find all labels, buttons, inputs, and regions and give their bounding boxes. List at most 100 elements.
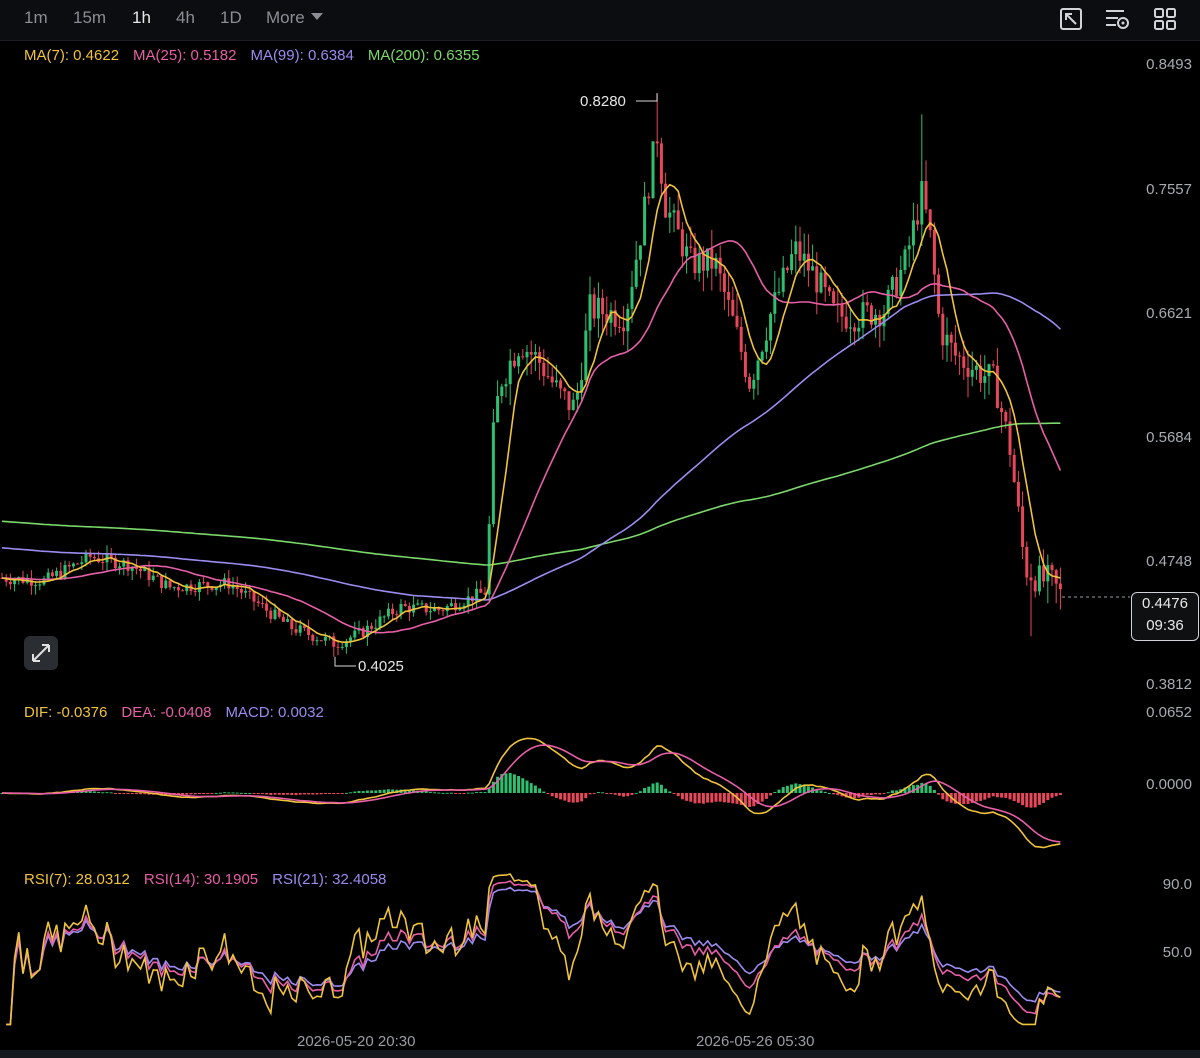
macd-histogram-bar xyxy=(147,793,151,795)
candle-body xyxy=(151,575,155,581)
macd-histogram-bar xyxy=(995,793,999,798)
macd-histogram-bar xyxy=(189,793,193,795)
layout-grid-icon[interactable] xyxy=(1152,6,1178,32)
macd-histogram-bar xyxy=(458,793,462,794)
candle-body xyxy=(84,552,88,563)
candle-body xyxy=(155,575,159,577)
macd-histogram-bar xyxy=(265,793,269,795)
legend-dea: DEA: -0.0408 xyxy=(121,704,212,721)
macd-histogram-bar xyxy=(815,789,819,793)
ma200-line xyxy=(1,422,1061,566)
timeframe-15m[interactable]: 15m xyxy=(73,8,107,27)
candle-body xyxy=(991,364,995,366)
more-dropdown[interactable]: More xyxy=(266,8,323,28)
candle-body xyxy=(382,616,386,618)
macd-histogram-bar xyxy=(302,793,306,795)
candle-body xyxy=(659,143,663,184)
candle-body xyxy=(491,422,495,525)
legend-rsi14: RSI(14): 30.1905 xyxy=(143,871,259,888)
macd-histogram-bar xyxy=(1050,793,1054,798)
macd-histogram-bar xyxy=(958,793,962,804)
candle-body xyxy=(4,578,8,582)
candle-body xyxy=(101,561,105,563)
candle-body xyxy=(911,220,915,246)
price-axis-tick: 0.7557 xyxy=(1146,181,1192,198)
candle-body xyxy=(185,584,189,592)
macd-histogram-bar xyxy=(437,792,441,794)
legend-rsi7: RSI(7): 28.0312 xyxy=(24,871,130,888)
timeframe-4h[interactable]: 4h xyxy=(176,8,195,27)
candle-body xyxy=(689,246,693,248)
macd-histogram-bar xyxy=(378,789,382,793)
macd-histogram-bar xyxy=(361,791,365,793)
macd-histogram-bar xyxy=(365,790,369,793)
candle-body xyxy=(286,619,290,622)
candle-body xyxy=(899,269,903,296)
candle-body xyxy=(277,609,281,617)
macd-histogram-bar xyxy=(332,793,336,794)
candle-body xyxy=(500,386,504,397)
candle-body xyxy=(46,572,50,579)
candle-body xyxy=(13,580,17,585)
indicator-settings-icon[interactable] xyxy=(1104,6,1130,32)
macd-histogram-bar xyxy=(588,793,592,795)
candle-body xyxy=(1029,577,1033,581)
candle-body xyxy=(449,603,453,607)
price-legend: MA(7): 0.4622 MA(25): 0.5182 MA(99): 0.638… xyxy=(24,47,494,64)
macd-histogram-bar xyxy=(685,793,689,801)
macd-histogram-bar xyxy=(655,782,659,793)
more-label: More xyxy=(266,8,305,27)
dif-line xyxy=(1,737,1061,849)
macd-histogram-bar xyxy=(743,793,747,807)
candle-body xyxy=(718,257,722,274)
macd-histogram-bar xyxy=(701,793,705,804)
macd-histogram-bar xyxy=(500,774,504,793)
macd-histogram-bar xyxy=(542,791,546,793)
candle-body xyxy=(760,351,764,361)
candle-body xyxy=(1025,546,1029,578)
macd-histogram-bar xyxy=(1029,793,1033,808)
macd-histogram-bar xyxy=(722,793,726,803)
candle-body xyxy=(1058,583,1062,590)
candle-body xyxy=(651,141,655,199)
candle-body xyxy=(714,257,718,269)
macd-histogram-bar xyxy=(638,791,642,793)
candle-body xyxy=(71,563,75,567)
timeframe-1m[interactable]: 1m xyxy=(24,8,48,27)
macd-histogram-bar xyxy=(651,783,655,793)
date-axis-label: 2026-05-26 05:30 xyxy=(696,1033,815,1050)
macd-histogram-bar xyxy=(928,785,932,793)
candle-body xyxy=(202,582,206,584)
legend-dif: DIF: -0.0376 xyxy=(24,704,108,721)
macd-histogram-bar xyxy=(298,793,302,795)
candle-body xyxy=(781,267,785,292)
candle-body xyxy=(697,253,701,274)
fullscreen-button[interactable] xyxy=(24,636,58,670)
candle-body xyxy=(949,334,953,343)
macd-histogram-bar xyxy=(269,793,273,795)
candle-body xyxy=(974,365,978,370)
timeframe-1d[interactable]: 1D xyxy=(220,8,242,27)
candle-body xyxy=(601,297,605,315)
candle-body xyxy=(622,327,626,332)
macd-histogram-bar xyxy=(504,773,508,793)
candle-body xyxy=(143,567,147,572)
macd-histogram-bar xyxy=(878,793,882,795)
macd-histogram-bar xyxy=(239,792,243,794)
candle-body xyxy=(483,592,487,595)
candle-body xyxy=(953,342,957,356)
chart-settings-icon[interactable] xyxy=(1058,6,1084,32)
macd-histogram-bar xyxy=(97,791,101,793)
candle-body xyxy=(878,314,882,327)
candle-body xyxy=(315,640,319,642)
macd-histogram-bar xyxy=(202,793,206,794)
macd-histogram-bar xyxy=(214,792,218,794)
macd-histogram-bar xyxy=(974,793,978,802)
candle-body xyxy=(979,365,983,383)
macd-histogram-bar xyxy=(613,793,617,795)
macd-histogram-bar xyxy=(105,792,109,794)
candle-body xyxy=(685,246,689,257)
timeframe-1h[interactable]: 1h xyxy=(132,8,151,27)
candle-body xyxy=(840,304,844,317)
